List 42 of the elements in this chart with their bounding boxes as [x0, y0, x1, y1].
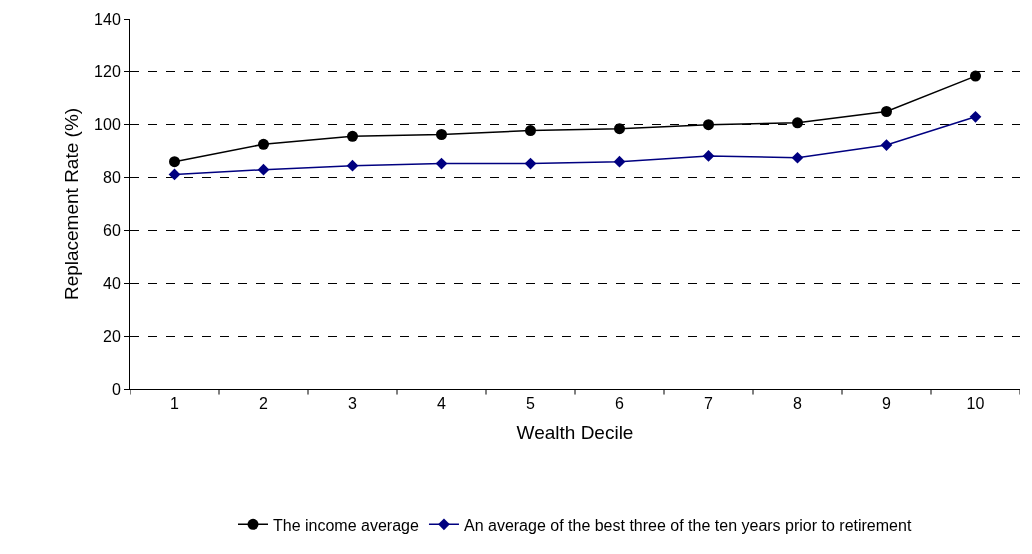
- point: [257, 163, 270, 176]
- y-tick-label: 100: [94, 116, 121, 134]
- y-tick-label: 140: [94, 10, 121, 28]
- x-tick-label: 6: [615, 395, 625, 413]
- point: [702, 150, 715, 162]
- x-tick-label: 7: [704, 395, 714, 413]
- x-axis-title: Wealth Decile: [516, 422, 634, 443]
- point: [436, 128, 447, 140]
- point: [614, 123, 625, 135]
- point: [881, 106, 892, 117]
- point: [970, 70, 981, 82]
- point: [524, 157, 537, 170]
- y-axis-title: Replacement Rate (%): [60, 107, 82, 301]
- point: [969, 110, 982, 123]
- y-tick-label: 80: [103, 169, 121, 187]
- y-tick-label: 20: [103, 327, 121, 345]
- point: [525, 125, 536, 137]
- y-tick-label: 60: [103, 222, 121, 240]
- point: [347, 130, 358, 142]
- x-tick-label: 2: [259, 395, 269, 413]
- y-tick-label: 120: [94, 63, 121, 81]
- point: [791, 151, 804, 164]
- x-tick-label: 3: [348, 395, 358, 413]
- point: [169, 156, 180, 168]
- x-tick-label: 9: [882, 395, 892, 413]
- point: [613, 155, 626, 168]
- x-tick-label: 10: [966, 395, 985, 413]
- x-tick-label: 4: [437, 395, 447, 413]
- point: [435, 157, 448, 170]
- x-tick-label: 5: [526, 395, 536, 413]
- x-tick-label: 8: [793, 395, 803, 413]
- legend-label: An average of the best three of the ten years prior to retirement: [463, 516, 912, 534]
- point: [346, 159, 359, 172]
- x-tick-label: 1: [170, 395, 180, 413]
- y-tick-label: 0: [111, 380, 121, 398]
- y-tick-label: 40: [103, 274, 121, 292]
- point: [792, 117, 803, 129]
- point: [168, 168, 181, 181]
- point: [703, 119, 714, 131]
- point: [258, 138, 269, 150]
- legend-label: The income average: [273, 516, 419, 534]
- point: [880, 139, 893, 151]
